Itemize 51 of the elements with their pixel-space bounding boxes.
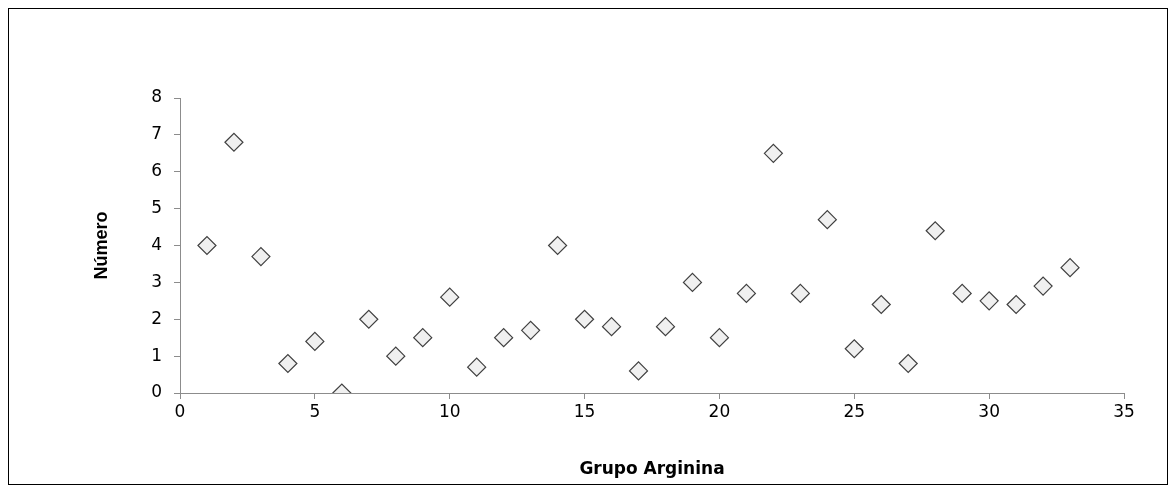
point — [305, 331, 325, 351]
point — [628, 361, 649, 381]
x-tick-label: 15 — [573, 400, 596, 421]
point — [440, 287, 460, 307]
x-tick-label: 25 — [843, 400, 866, 421]
point — [574, 309, 595, 329]
x-tick-label: 20 — [708, 400, 731, 421]
y-tick-label: 4 — [151, 233, 162, 254]
point — [197, 235, 217, 256]
point — [1033, 276, 1053, 296]
x-tick-label: 5 — [309, 400, 321, 421]
point — [898, 353, 918, 374]
point — [386, 346, 406, 366]
point — [871, 294, 891, 315]
x-tick-label: 35 — [1113, 400, 1135, 421]
y-tick-label: 7 — [151, 123, 162, 144]
point — [736, 283, 756, 304]
point — [1006, 294, 1026, 315]
x-tick-label: 0 — [174, 400, 186, 421]
point — [844, 339, 864, 359]
point — [682, 272, 703, 292]
point — [413, 328, 433, 348]
point — [494, 328, 514, 348]
y-tick-label: 2 — [151, 307, 162, 328]
y-tick-label: 1 — [151, 344, 162, 365]
x-tick-label: 10 — [438, 400, 461, 421]
point — [548, 235, 568, 256]
y-tick-label: 3 — [151, 270, 162, 291]
point — [251, 246, 271, 267]
point — [224, 132, 244, 152]
point — [763, 143, 783, 163]
x-axis-title: Grupo Arginina — [579, 458, 725, 479]
y-tick-label: 6 — [151, 160, 162, 181]
point — [952, 283, 972, 304]
point — [278, 353, 298, 374]
y-tick-label: 8 — [151, 86, 162, 107]
point — [467, 357, 487, 377]
point — [359, 309, 379, 329]
point — [521, 320, 541, 340]
point — [979, 291, 999, 311]
point — [790, 283, 810, 304]
point — [1060, 258, 1080, 278]
point — [817, 210, 837, 230]
y-axis-title: Número — [90, 211, 111, 280]
point — [925, 221, 945, 241]
y-tick-label: 5 — [151, 197, 162, 218]
x-tick-label: 30 — [978, 400, 1000, 421]
point — [655, 317, 676, 337]
point — [709, 328, 730, 348]
point — [601, 317, 622, 337]
y-tick-label: 0 — [151, 381, 162, 402]
